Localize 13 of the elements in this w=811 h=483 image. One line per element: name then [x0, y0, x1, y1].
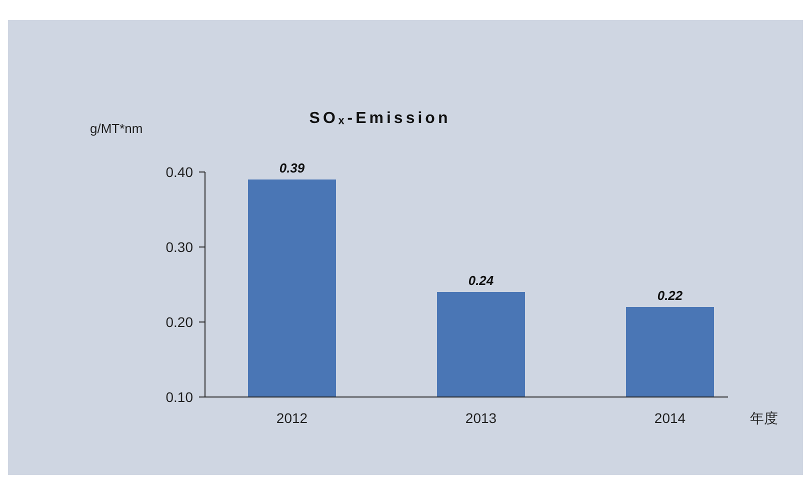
data-label: 0.39 [279, 160, 306, 176]
y-tick-label: 0.20 [166, 314, 194, 330]
y-axis-title: g/MT*nm [90, 121, 143, 136]
data-label: 0.22 [657, 288, 684, 303]
y-tick-label: 0.10 [166, 389, 194, 405]
data-label: 0.24 [468, 273, 494, 288]
x-tick-label: 2013 [465, 410, 497, 426]
x-axis-title: 年度 [750, 410, 778, 426]
x-tick-label: 2012 [276, 410, 308, 426]
y-tick-label: 0.40 [166, 164, 194, 180]
chart-title: SOₓ-Emission [309, 110, 451, 127]
y-tick-label: 0.30 [166, 239, 194, 255]
x-tick-label: 2014 [654, 410, 686, 426]
